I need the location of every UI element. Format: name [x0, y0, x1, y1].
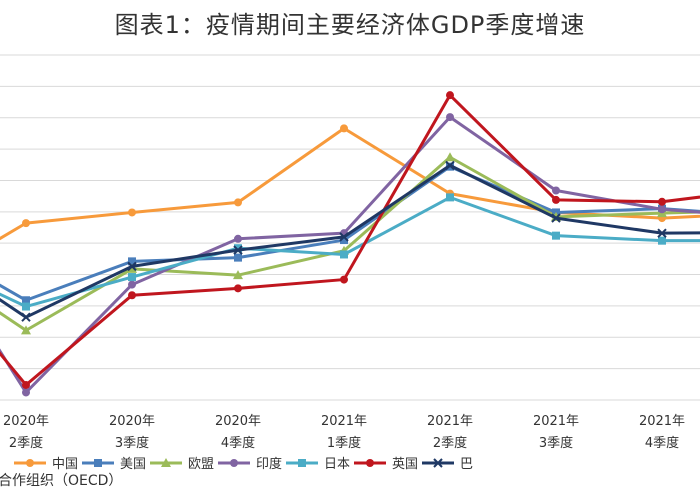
data-point — [658, 205, 666, 214]
series-line — [0, 126, 700, 241]
series-line — [0, 115, 700, 394]
legend-item: 欧盟 — [150, 457, 214, 472]
data-point — [21, 312, 31, 322]
data-point — [233, 270, 243, 280]
legend-label: 美国 — [120, 457, 146, 472]
series-line — [0, 155, 700, 332]
data-point — [94, 459, 102, 467]
data-point — [657, 228, 667, 238]
legend-label: 中国 — [52, 457, 78, 472]
data-point — [26, 459, 34, 467]
data-point — [446, 91, 454, 100]
data-point — [161, 458, 171, 467]
data-point — [127, 263, 137, 273]
data-point — [22, 296, 30, 305]
x-tick-label: 1季度 — [327, 435, 361, 451]
data-point — [22, 388, 30, 397]
data-point — [340, 236, 348, 245]
x-tick-label: 2季度 — [9, 435, 43, 451]
x-tick-label: 2021年 — [427, 414, 473, 429]
series-line — [0, 93, 700, 387]
legend-item: 中国 — [14, 457, 78, 472]
series-line — [0, 163, 700, 319]
x-tick-label: 3季度 — [539, 435, 573, 451]
data-point — [22, 302, 30, 311]
data-point — [234, 284, 242, 293]
x-tick-label: 2季度 — [433, 435, 467, 451]
series-印度 — [0, 113, 700, 397]
data-point — [339, 232, 349, 242]
data-point — [234, 234, 242, 243]
legend-item: 英国 — [354, 457, 418, 472]
data-point — [234, 253, 242, 262]
gridlines — [0, 54, 700, 401]
x-tick-label: 2020年 — [3, 414, 49, 429]
data-point — [128, 208, 136, 217]
data-point — [128, 280, 136, 289]
x-tick-label: 3季度 — [115, 435, 149, 451]
data-point — [552, 195, 560, 204]
data-point — [21, 325, 31, 335]
legend-label: 英国 — [392, 457, 418, 472]
legend-item: 日本 — [286, 457, 350, 472]
data-point — [366, 459, 374, 467]
x-tick-label: 2020年 — [215, 414, 261, 429]
series-巴西 — [0, 160, 700, 322]
series-lines — [0, 91, 700, 397]
series-英国 — [0, 91, 700, 389]
legend-label: 欧盟 — [188, 457, 214, 472]
legend-label: 印度 — [256, 456, 282, 472]
data-point — [234, 244, 242, 253]
data-point — [552, 186, 560, 195]
data-point — [446, 193, 454, 202]
series-日本 — [0, 193, 700, 311]
data-point — [552, 231, 560, 240]
data-point — [445, 160, 455, 171]
legend-label: 巴 — [460, 457, 473, 472]
data-point — [233, 245, 243, 255]
data-point — [22, 219, 30, 228]
legend: 中国 美国 欧盟 印度 日本 英国 巴 — [14, 456, 473, 472]
data-point — [551, 213, 561, 223]
legend-item: 美国 — [82, 457, 146, 472]
x-tick-label: 4季度 — [221, 435, 255, 451]
x-tick-label: 4季度 — [645, 435, 679, 451]
data-point — [230, 459, 238, 467]
chart-title: 图表1：疫情期间主要经济体GDP季度增速 — [114, 11, 586, 39]
legend-label: 日本 — [324, 457, 350, 472]
data-point — [22, 380, 30, 389]
data-point — [658, 197, 666, 206]
data-point — [445, 152, 455, 162]
x-tick-label: 2021年 — [321, 414, 367, 429]
data-point — [446, 113, 454, 122]
x-axis-ticks: 2020年1季度2020年2季度2020年3季度2020年4季度2021年1季度… — [3, 414, 685, 451]
source-note: 合作组织（OECD） — [0, 473, 123, 489]
legend-item: 巴 — [422, 457, 473, 472]
data-point — [433, 458, 443, 468]
x-tick-label: 2020年 — [109, 414, 155, 429]
data-point — [658, 236, 666, 245]
data-point — [234, 198, 242, 207]
data-point — [340, 124, 348, 133]
data-point — [127, 261, 137, 272]
legend-item: 印度 — [218, 456, 282, 472]
data-point — [128, 257, 136, 266]
data-point — [340, 275, 348, 284]
x-tick-label: 2021年 — [533, 414, 579, 429]
data-point — [298, 459, 306, 467]
data-point — [128, 273, 136, 282]
x-tick-label: 2021年 — [639, 414, 685, 429]
data-point — [128, 291, 136, 300]
data-point — [340, 250, 348, 259]
